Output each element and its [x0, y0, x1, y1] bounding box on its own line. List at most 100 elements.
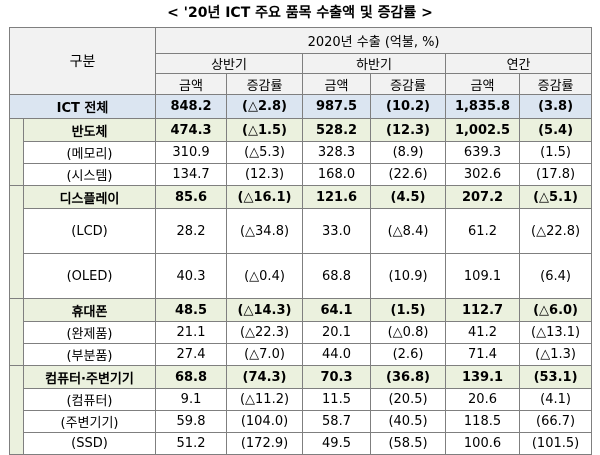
table-row: (시스템) 134.7 (12.3) 168.0 (22.6) 302.6 (1… [10, 163, 593, 186]
header-col: 증감률 [519, 73, 593, 95]
cell: 112.7 [445, 298, 521, 322]
cell: (17.8) [519, 163, 593, 186]
table-row: (OLED) 40.3 (△0.4) 68.8 (10.9) 109.1 (6.… [10, 253, 593, 299]
cell: 85.6 [155, 185, 228, 209]
cell: (5.4) [519, 118, 593, 142]
cell: (1.5) [519, 141, 593, 164]
row-label: 휴대폰 [22, 298, 157, 322]
header-col: 증감률 [226, 73, 304, 95]
row-indent [9, 118, 24, 186]
cell: (△22.8) [519, 208, 593, 254]
export-table: 구분 2020년 수출 (억불, %) 상반기 하반기 연간 금액 증감률 금액… [8, 27, 593, 455]
cell: 207.2 [445, 185, 521, 209]
cell: (△13.1) [519, 321, 593, 344]
header-col: 금액 [302, 73, 372, 95]
cell: (53.1) [519, 365, 593, 389]
header-period-h2: 하반기 [302, 53, 447, 74]
cell: 20.1 [302, 321, 372, 344]
table-row: (SSD) 51.2 (172.9) 49.5 (58.5) 100.6 (10… [10, 432, 593, 455]
table-row: (부분품) 27.4 (△7.0) 44.0 (2.6) 71.4 (△1.3) [10, 343, 593, 366]
cell: 68.8 [302, 253, 372, 299]
cell: (△0.4) [226, 253, 304, 299]
cell: 1,835.8 [445, 94, 521, 119]
cell: 987.5 [302, 94, 372, 119]
row-indent [9, 185, 24, 299]
cell: 328.3 [302, 141, 372, 164]
cell: 302.6 [445, 163, 521, 186]
cell: 139.1 [445, 365, 521, 389]
row-label: 컴퓨터·주변기기 [22, 365, 157, 389]
cell: 48.5 [155, 298, 228, 322]
cell: (△2.8) [226, 94, 304, 119]
cell: 168.0 [302, 163, 372, 186]
table-row-category: 디스플레이 85.6 (△16.1) 121.6 (4.5) 207.2 (△5… [9, 185, 593, 299]
header-col: 금액 [155, 73, 228, 95]
cell: (12.3) [370, 118, 447, 142]
cell: 100.6 [445, 432, 521, 455]
header-col: 증감률 [370, 73, 447, 95]
cell: 118.5 [445, 410, 521, 433]
cell: 310.9 [155, 141, 228, 164]
cell: (104.0) [226, 410, 304, 433]
row-label: (SSD) [22, 432, 157, 455]
cell: (3.8) [519, 94, 593, 119]
row-label: (메모리) [22, 141, 157, 164]
cell: (△5.3) [226, 141, 304, 164]
header-period-annual: 연간 [445, 53, 593, 74]
cell: (2.6) [370, 343, 447, 366]
table-row: (LCD) 28.2 (△34.8) 33.0 (△8.4) 61.2 (△22… [10, 208, 593, 254]
cell: (△6.0) [519, 298, 593, 322]
table-row-category: 컴퓨터·주변기기 68.8 (74.3) 70.3 (36.8) 139.1 (… [9, 365, 593, 455]
table-row: (주변기기) 59.8 (104.0) 58.7 (40.5) 118.5 (6… [10, 410, 593, 433]
cell: (△1.3) [519, 343, 593, 366]
cell: 40.3 [155, 253, 228, 299]
cell: (△7.0) [226, 343, 304, 366]
cell: 528.2 [302, 118, 372, 142]
cell: 21.1 [155, 321, 228, 344]
table-row-total: ICT 전체 848.2 (△2.8) 987.5 (10.2) 1,835.8… [8, 94, 593, 119]
cell: (8.9) [370, 141, 447, 164]
cell: 20.6 [445, 388, 521, 411]
cell: (△34.8) [226, 208, 304, 254]
row-label: (완제품) [22, 321, 157, 344]
cell: (101.5) [519, 432, 593, 455]
cell: (10.9) [370, 253, 447, 299]
cell: (6.4) [519, 253, 593, 299]
header-top: 2020년 수출 (억불, %) [155, 27, 593, 54]
cell: (△11.2) [226, 388, 304, 411]
cell: 49.5 [302, 432, 372, 455]
cell: (△5.1) [519, 185, 593, 209]
cell: 70.3 [302, 365, 372, 389]
cell: 109.1 [445, 253, 521, 299]
table-row-category: 휴대폰 48.5 (△14.3) 64.1 (1.5) 112.7 (△6.0) [9, 298, 593, 366]
row-label: ICT 전체 [8, 94, 157, 119]
table-row: (메모리) 310.9 (△5.3) 328.3 (8.9) 639.3 (1.… [10, 141, 593, 164]
cell: 9.1 [155, 388, 228, 411]
cell: (66.7) [519, 410, 593, 433]
header-col: 금액 [445, 73, 521, 95]
cell: 41.2 [445, 321, 521, 344]
row-label: (시스템) [22, 163, 157, 186]
row-label: 디스플레이 [22, 185, 157, 209]
cell: 68.8 [155, 365, 228, 389]
cell: 71.4 [445, 343, 521, 366]
row-indent [9, 298, 24, 366]
cell: 848.2 [155, 94, 228, 119]
row-label: (OLED) [22, 253, 157, 299]
row-label: (컴퓨터) [22, 388, 157, 411]
cell: 44.0 [302, 343, 372, 366]
cell: (△8.4) [370, 208, 447, 254]
cell: 134.7 [155, 163, 228, 186]
cell: (10.2) [370, 94, 447, 119]
cell: (4.5) [370, 185, 447, 209]
cell: (△16.1) [226, 185, 304, 209]
cell: 51.2 [155, 432, 228, 455]
cell: 33.0 [302, 208, 372, 254]
table-row: (완제품) 21.1 (△22.3) 20.1 (△0.8) 41.2 (△13… [10, 321, 593, 344]
cell: (△1.5) [226, 118, 304, 142]
cell: (74.3) [226, 365, 304, 389]
cell: (22.6) [370, 163, 447, 186]
cell: 474.3 [155, 118, 228, 142]
cell: 61.2 [445, 208, 521, 254]
cell: 639.3 [445, 141, 521, 164]
